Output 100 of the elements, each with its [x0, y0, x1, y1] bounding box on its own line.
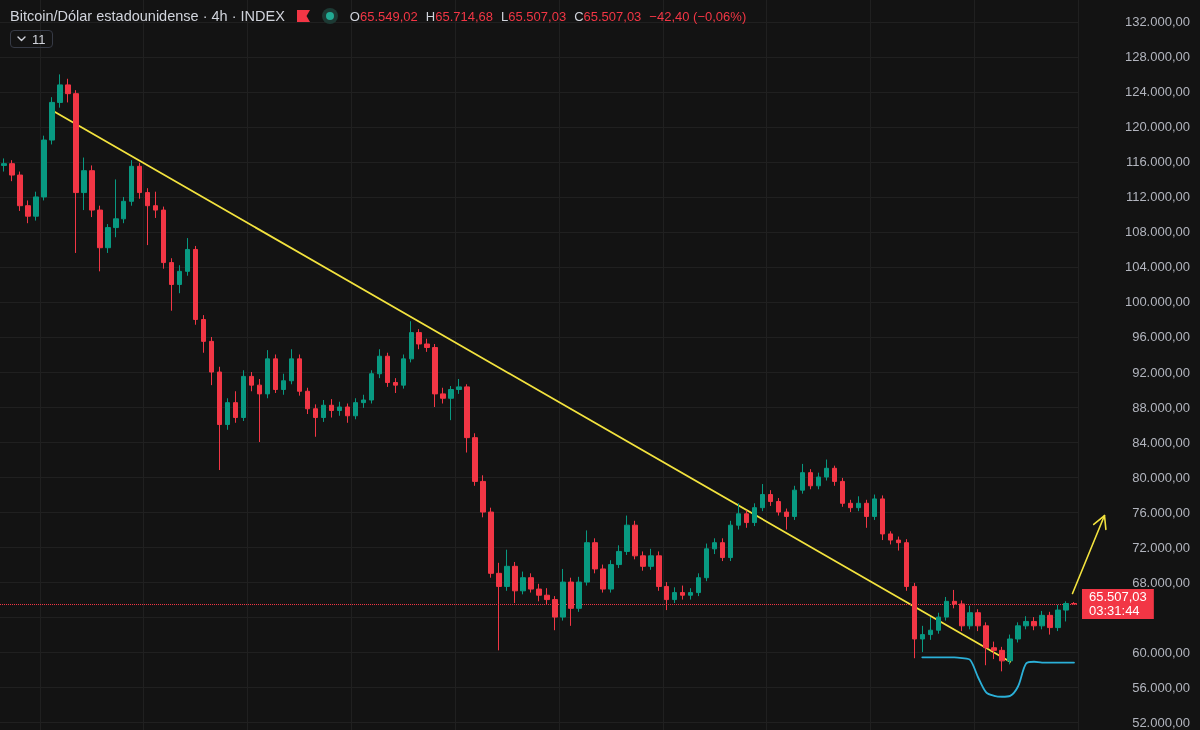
- y-tick-label: 132.000,00: [1124, 14, 1190, 30]
- candlestick: [928, 616, 933, 641]
- y-tick-label: 124.000,00: [1124, 84, 1190, 100]
- candlestick: [81, 157, 87, 211]
- candlestick: [456, 378, 462, 395]
- y-tick-label: 92.000,00: [1132, 364, 1190, 380]
- candlestick: [648, 548, 654, 571]
- candlestick: [880, 494, 885, 541]
- candlestick: [177, 264, 182, 294]
- candlestick: [121, 196, 126, 224]
- candlestick: [249, 371, 254, 392]
- candlestick: [416, 328, 422, 350]
- candlestick: [361, 394, 366, 409]
- candlestick: [816, 472, 821, 490]
- candlestick: [576, 576, 582, 613]
- candlestick: [1031, 616, 1037, 631]
- candlestick: [345, 403, 350, 424]
- candlestick: [145, 187, 150, 246]
- candlestick: [448, 385, 454, 421]
- candlestick: [504, 549, 510, 592]
- candlestick: [472, 432, 478, 487]
- candlestick: [41, 135, 47, 201]
- candlestick: [217, 366, 222, 471]
- candlestick: [608, 559, 614, 594]
- y-tick-label: 120.000,00: [1124, 119, 1190, 135]
- candlestick: [744, 509, 749, 529]
- candlestick: [872, 494, 877, 521]
- candlestick: [377, 348, 382, 379]
- candlestick: [440, 387, 446, 405]
- candlestick: [584, 529, 590, 587]
- candlestick: [337, 401, 342, 417]
- annotation: −42,40 (−0,06%): [649, 8, 747, 24]
- candlestick: [257, 378, 262, 443]
- candlestick: [409, 320, 414, 363]
- annotation: C65.507,03: [574, 8, 642, 24]
- candlestick: [89, 164, 95, 218]
- candlestick: [792, 485, 797, 521]
- candlestick: [888, 530, 893, 545]
- candlestick: [241, 369, 246, 422]
- candlestick: [464, 383, 470, 454]
- candlestick: [321, 399, 326, 423]
- candlestick: [560, 568, 566, 622]
- candlestick: [201, 314, 206, 354]
- candlestick: [808, 468, 813, 490]
- candlestick: [57, 73, 63, 109]
- candlestick: [640, 550, 646, 572]
- candlestick: [736, 502, 741, 531]
- y-tick-label: 68.000,00: [1132, 574, 1190, 590]
- candlestick: [768, 489, 773, 507]
- ref-line-label: 65.507,03 03:31:44: [1089, 589, 1147, 619]
- candlestick: [864, 499, 869, 529]
- candlestick: [305, 387, 310, 415]
- candlestick: [169, 257, 174, 312]
- candlestick: [113, 178, 119, 238]
- candlestick: [193, 245, 198, 326]
- y-tick-label: 84.000,00: [1132, 434, 1190, 450]
- candlestick: [936, 612, 941, 635]
- candlestick: [1039, 610, 1045, 630]
- candlestick: [289, 348, 294, 385]
- candlestick: [153, 191, 158, 219]
- candlestick: [752, 502, 757, 527]
- candlestick: [353, 397, 358, 420]
- candlestick: [385, 352, 390, 388]
- candlestick: [720, 537, 725, 562]
- text: Bitcoin/Dólar estadounidense · 4h · INDEX: [10, 8, 285, 24]
- line-series: [921, 656, 1075, 698]
- y-tick-label: 72.000,00: [1132, 539, 1190, 555]
- candlestick: [105, 223, 111, 254]
- candlestick: [520, 571, 526, 595]
- candlestick: [824, 459, 829, 482]
- candlestick: [233, 390, 238, 424]
- y-tick-label: 104.000,00: [1124, 259, 1190, 275]
- candlestick: [281, 373, 286, 396]
- annotation: O65.549,02: [349, 8, 418, 24]
- candlestick: [393, 377, 398, 394]
- candlestick: [329, 398, 334, 419]
- candlestick: [536, 583, 542, 602]
- annotation: L65.507,03: [501, 8, 567, 24]
- candlestick: [616, 544, 622, 569]
- candlestick: [97, 205, 103, 272]
- candlestick: [137, 162, 142, 200]
- candlestick: [33, 191, 39, 222]
- candlestick: [760, 483, 765, 512]
- candlestick: [920, 625, 925, 653]
- candlestick: [728, 520, 733, 562]
- candlestick: [776, 497, 781, 517]
- candlestick: [896, 536, 901, 552]
- candlestick: [991, 641, 997, 660]
- candlestick: [9, 159, 15, 182]
- y-tick-label: 116.000,00: [1125, 154, 1190, 170]
- candlestick: [904, 538, 909, 592]
- y-tick-label: 88.000,00: [1132, 399, 1190, 415]
- y-tick-label: 128.000,00: [1124, 49, 1190, 65]
- candlestick: [401, 354, 406, 390]
- candlestick: [65, 78, 71, 103]
- candlestick: [424, 338, 430, 353]
- y-tick-label: 60.000,00: [1132, 644, 1190, 660]
- candlestick: [209, 336, 214, 386]
- y-tick-label: 100.000,00: [1124, 294, 1190, 310]
- annotation: H65.714,68: [425, 8, 494, 24]
